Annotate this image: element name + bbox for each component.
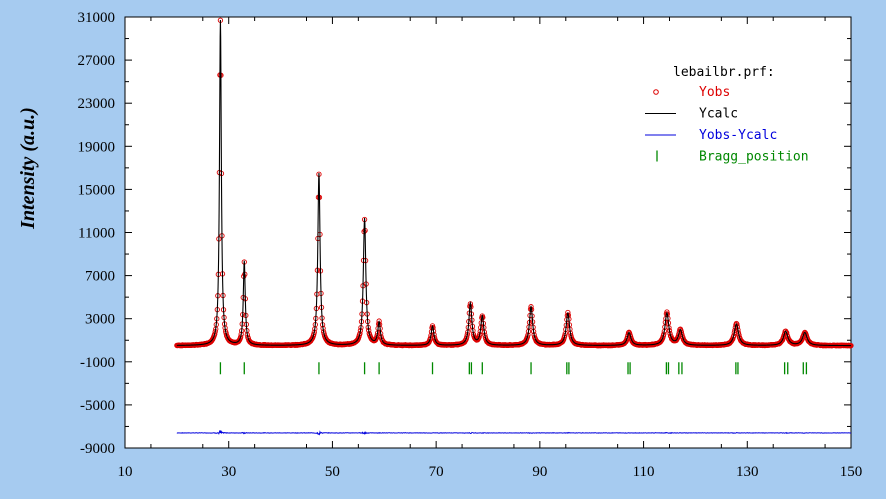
x-tick-label: 50 (325, 464, 340, 480)
legend-entry-label: Bragg_position (699, 150, 809, 165)
y-axis-label: Intensity (a.u.) (17, 107, 39, 230)
x-tick-label: 10 (118, 464, 133, 480)
series-diff-line (176, 430, 852, 436)
series-ycalc-line (176, 19, 851, 347)
x-tick-label: 150 (840, 464, 863, 480)
y-tick-label: 19000 (78, 139, 116, 155)
legend-symbol-yobs (653, 89, 659, 95)
legend-entry-label: Yobs (699, 85, 730, 100)
y-tick-label: 3000 (85, 312, 115, 328)
plot-area (124, 16, 852, 449)
x-tick-label: 30 (221, 464, 236, 480)
x-tick-label: 130 (736, 464, 759, 480)
legend-entry-label: Yobs-Ycalc (699, 128, 777, 143)
y-tick-label: -5000 (80, 398, 115, 414)
x-tick-label: 110 (633, 464, 655, 480)
y-tick-label: 23000 (78, 96, 116, 112)
y-tick-label: 7000 (85, 269, 115, 285)
y-tick-label: 11000 (78, 226, 115, 242)
x-tick-label: 70 (429, 464, 444, 480)
x-tick-label: 90 (532, 464, 547, 480)
y-tick-label: 31000 (78, 10, 116, 26)
y-tick-label: 15000 (78, 182, 116, 198)
y-tick-label: 27000 (78, 53, 116, 69)
legend-title: lebailbr.prf: (673, 65, 775, 80)
y-tick-label: -9000 (80, 441, 115, 457)
legend-entry-label: Ycalc (699, 107, 738, 122)
y-tick-label: -1000 (80, 355, 115, 371)
